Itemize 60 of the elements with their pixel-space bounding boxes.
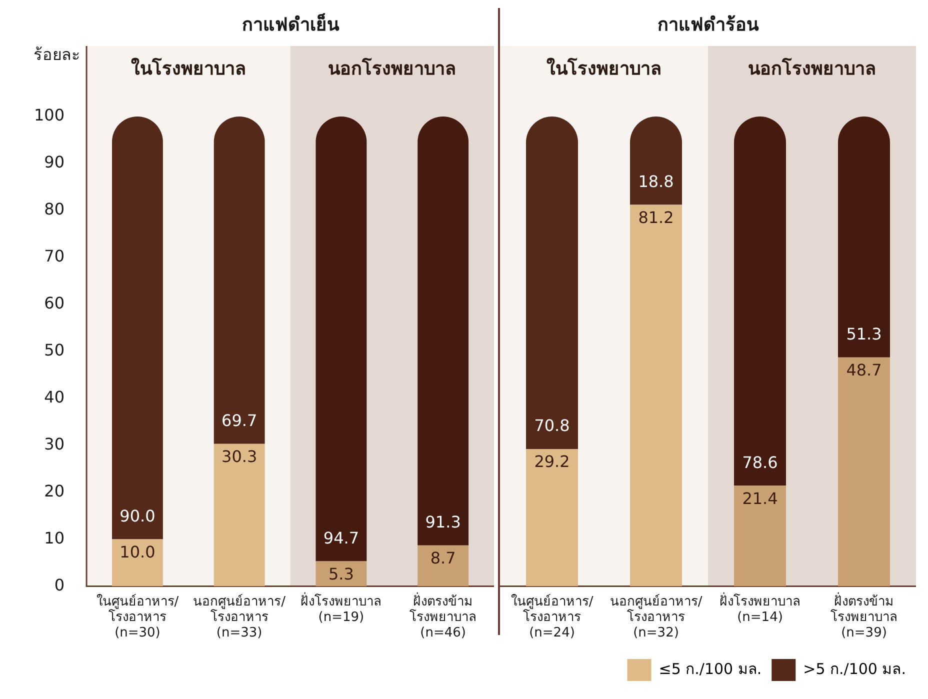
bar bbox=[316, 561, 367, 586]
y-tick-label: 90 bbox=[44, 152, 65, 172]
data-label: 70.8 bbox=[534, 416, 570, 436]
x-tick-label: ฝั่งตรงข้าม โรงพยาบาล (n=46) bbox=[410, 592, 477, 641]
data-label: 90.0 bbox=[120, 506, 156, 526]
legend-label: >5 ก./100 มล. bbox=[803, 660, 906, 678]
band-label: นอกโรงพยาบาล bbox=[328, 58, 456, 80]
y-tick-label: 30 bbox=[44, 434, 65, 454]
data-label: 8.7 bbox=[430, 548, 456, 568]
band-label: นอกโรงพยาบาล bbox=[748, 58, 876, 80]
bar bbox=[734, 116, 786, 486]
bar bbox=[526, 449, 578, 586]
data-label: 10.0 bbox=[120, 542, 156, 562]
data-label: 5.3 bbox=[328, 564, 354, 584]
data-label: 29.2 bbox=[534, 452, 570, 472]
data-label: 48.7 bbox=[846, 360, 882, 380]
bar bbox=[838, 357, 890, 586]
bar bbox=[734, 486, 786, 586]
data-label: 18.8 bbox=[638, 172, 674, 191]
y-tick-label: 80 bbox=[44, 200, 65, 219]
data-label: 78.6 bbox=[742, 452, 778, 472]
y-tick-label: 20 bbox=[44, 481, 65, 500]
bar bbox=[214, 116, 265, 444]
bar bbox=[214, 444, 265, 586]
chart-title: กาแฟดำเย็น bbox=[242, 12, 340, 36]
y-tick-label: 70 bbox=[44, 246, 65, 266]
data-label: 94.7 bbox=[323, 528, 360, 548]
bar bbox=[112, 116, 163, 540]
bar bbox=[630, 116, 682, 205]
data-label: 21.4 bbox=[742, 488, 778, 508]
y-axis-title: ร้อยละ bbox=[34, 45, 81, 64]
data-label: 51.3 bbox=[846, 324, 882, 344]
bar bbox=[418, 116, 469, 546]
legend-label: ≤5 ก./100 มล. bbox=[658, 660, 762, 678]
bar bbox=[838, 116, 890, 358]
x-tick-label: ฝั่งตรงข้าม โรงพยาบาล (n=39) bbox=[830, 592, 898, 641]
data-label: 81.2 bbox=[638, 208, 674, 227]
data-label: 69.7 bbox=[222, 411, 258, 430]
data-label: 30.3 bbox=[222, 447, 258, 466]
bar bbox=[316, 116, 367, 562]
bar bbox=[418, 545, 469, 586]
y-tick-label: 10 bbox=[44, 528, 65, 548]
y-tick-label: 50 bbox=[44, 340, 65, 360]
x-tick-label: ในศูนย์อาหาร/ โรงอาหาร (n=30) bbox=[96, 593, 180, 641]
x-tick-label: ฝั่งโรงพยาบาล (n=14) bbox=[720, 592, 800, 625]
band-label: ในโรงพยาบาล bbox=[130, 58, 246, 80]
y-tick-label: 60 bbox=[44, 294, 65, 313]
bar bbox=[112, 539, 163, 586]
x-tick-label: นอกศูนย์อาหาร/ โรงอาหาร (n=32) bbox=[610, 593, 703, 641]
y-tick-label: 100 bbox=[34, 106, 65, 125]
x-tick-label: นอกศูนย์อาหาร/ โรงอาหาร (n=33) bbox=[193, 593, 286, 641]
chart-title: กาแฟดำร้อน bbox=[658, 14, 760, 36]
x-tick-label: ในศูนย์อาหาร/ โรงอาหาร (n=24) bbox=[510, 593, 594, 641]
data-label: 91.3 bbox=[425, 512, 461, 532]
bar bbox=[526, 116, 578, 450]
band-label: ในโรงพยาบาล bbox=[546, 58, 662, 80]
y-tick-label: 40 bbox=[44, 387, 65, 406]
y-tick-label: 0 bbox=[54, 575, 65, 594]
bar bbox=[630, 204, 682, 586]
x-tick-label: ฝั่งโรงพยาบาล (n=19) bbox=[300, 592, 382, 625]
